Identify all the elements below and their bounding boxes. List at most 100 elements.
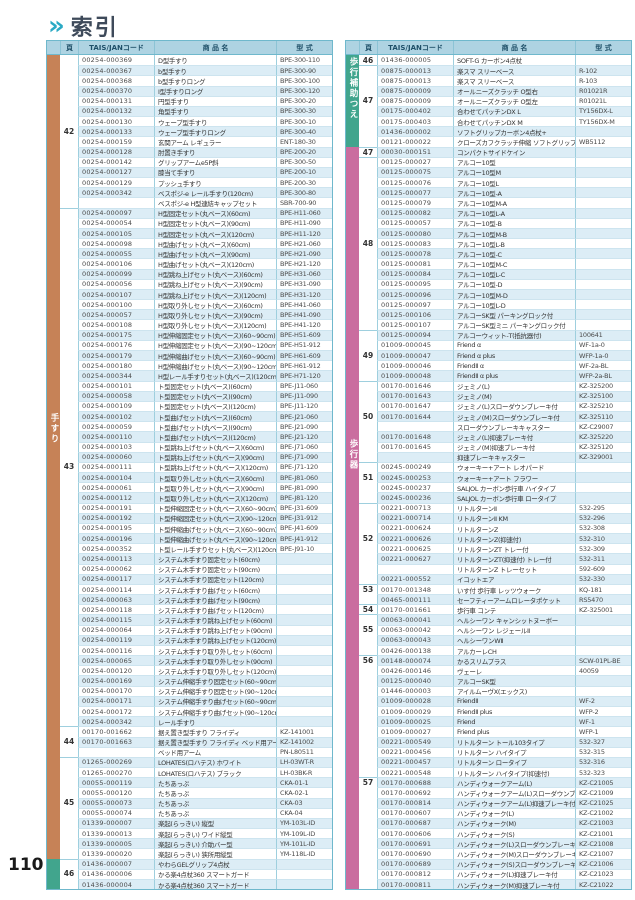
product-name-cell: H型取り外しセット(丸ベース)(90cm) [154,309,276,320]
product-name-cell: リトルターンⅡ [453,502,575,513]
code-cell: 00254-000097 [78,207,154,218]
table-row: 00170-000607 ハンディウォーク(L) KZ-C21002 [346,807,631,818]
code-cell: 00254-000127 [78,166,154,178]
code-cell: 00254-000370 [78,85,154,96]
section-bar-cell [346,553,359,564]
model-cell: BPE-300-30 [276,105,332,117]
section-bar-cell [47,238,60,249]
section-bar-cell [47,878,60,890]
page-cell [359,258,377,269]
page-cell [60,553,78,564]
product-name-cell: システム木手すり曲げセット(60cm) [154,583,276,595]
section-bar-cell [47,288,60,300]
table-row: 00221-000552 イコットエア 532-330 [346,573,631,584]
product-name-cell: ハンディウォーク(L) [453,807,575,818]
model-cell: KZ-C21022 [575,878,631,890]
product-name-cell: 合わせてパッチンDX M [453,116,575,127]
model-cell [575,634,631,645]
table-row: 00170-000690 ハンディウォーク(M)スローダウンブレーキ付 KZ-C21… [346,848,631,859]
product-name-cell: ト型跳ね上げセット(丸ベース)(120cm) [154,461,276,473]
table-row: 00125-000079 アルコー10型M-A [346,197,631,208]
model-cell: BPE-H51-912 [276,339,332,350]
section-label-hokoki: 歩行器 [348,439,358,471]
product-name-cell: H型跳ね上げセット(丸ベース)(90cm) [154,278,276,289]
table-row: 00254-000129 プッシュ手すり BPE-200-30 [47,177,332,188]
table-row: 00125-000095 アルコー10型-D [346,278,631,289]
section-bar-cell [47,644,60,656]
section-bar-cell [47,726,60,737]
model-cell: 532-330 [575,573,631,584]
model-cell: BPE-J71-090 [276,451,332,462]
product-name-cell: ト型跳ね上げセット(丸ベース)(90cm) [154,451,276,462]
product-name-cell: システム木手すり跳ね上げセット(90cm) [154,624,276,635]
table-row: 00125-000097 アルコー10型L-D [346,299,631,310]
table-row: 53 00170-001348 いす付 歩行車 レッツウォーク KQ-181 [346,583,631,595]
table-row: 00221-000457 リトルターン ロータイプ 532-316 [346,756,631,768]
product-name-cell: アルコー10型M-D [453,288,575,300]
product-name-cell: FriendⅡ α [453,360,575,371]
page-cell [60,65,78,76]
code-cell: 00221-000625 [377,543,453,554]
section-bar-cell [346,736,359,747]
model-cell [575,299,631,310]
page-cell [60,543,78,554]
section-bar-cell [346,85,359,96]
code-cell: 00170-001645 [377,441,453,452]
product-name-cell: アルコー10型M-A [453,197,575,208]
product-name-cell: 膝当て手すり [154,166,276,178]
table-row: 00465-000111 セーフティーアームロレータポケット RS5470 [346,594,631,605]
product-name-cell: ト型伸縮固定セット(丸ベース)(60~90cm) [154,502,276,513]
section-bar-cell [47,349,60,361]
code-cell: 00125-000077 [377,187,453,198]
code-cell: 00221-000457 [377,756,453,768]
product-name-cell: H型レール手すりセット(丸ベース)(120cm) [154,370,276,381]
table-row: 00221-000713 リトルターンⅡ 532-295 [346,502,631,513]
product-name-cell: FriendⅡ [453,695,575,706]
table-row: スローダウンブレーキキャスター KZ-C29007 [346,421,631,432]
table-row: 01009-000046 FriendⅡ α WF-2a-BL [346,360,631,371]
section-bar-cell [47,787,60,798]
model-cell: BPE-J41-912 [276,533,332,544]
product-name-cell: ハンディウォークアーム(L)抑速ブレーキ付 [453,797,575,808]
code-cell: 00125-000081 [377,258,453,269]
section-bar-cell [47,492,60,503]
model-cell: BPE-H31-090 [276,278,332,289]
page-cell [359,451,377,462]
page-cell [359,187,377,198]
table-row: 49 01009-000047 Friend α plus WFP-1a-0 [346,349,631,361]
section-bar-cell [346,797,359,808]
model-cell: BPE-H11-120 [276,227,332,239]
product-name-cell: アルコーウィット-T(抵抗器付) [453,329,575,340]
page-cell [359,339,377,350]
page-cell [60,156,78,167]
table-row: 00254-000171 システム伸縮手すり曲げセット(60~90cm) [47,695,332,706]
code-cell: 00170-001646 [377,380,453,391]
product-name-cell: システム伸縮手すり曲げセット(90~120cm) [154,706,276,717]
product-name-cell: 楽起(らっきい) ワイド縦型 [154,828,276,839]
model-cell: KZ-325210 [575,400,631,412]
section-bar-cell [47,116,60,127]
product-name-cell: ハンディウォーク(S) [453,828,575,839]
page-cell [60,207,78,218]
table-row: 00125-000081 アルコー10型M-C [346,258,631,269]
code-cell: 00254-000061 [78,482,154,493]
code-cell: 00055-000120 [78,787,154,798]
code-cell: 00055-000073 [78,797,154,808]
section-bar-cell [346,268,359,279]
page-cell [60,492,78,503]
section-bar-cell [346,868,359,879]
table-row: 50 00170-001644 ジェミノ(M)スローダウンブレーキ付 KZ-32511… [346,411,631,422]
table-row: 52 00221-000626 リトルターンZ(抑速付) 532-310 [346,533,631,544]
model-cell: KZ-325110 [575,411,631,422]
table-row: 00245-000237 SALJOL カーボン歩行車 ハイタイプ [346,482,631,493]
table-row: 00125-000057 アルコー10型-B [346,217,631,228]
table-row: 00254-000059 ト型曲げセット(丸ベース)(90cm) BPE-J21-0… [47,421,332,432]
section-bar-cell [47,777,60,788]
page-cell [60,848,78,859]
section-bar-cell [47,838,60,849]
section-bar-header [47,41,60,54]
product-name-cell: ベッド用アーム [154,746,276,757]
table-row: 00254-000169 システム伸縮手すり固定セット(60~90cm) [47,675,332,686]
section-bar-cell [346,522,359,534]
page-cell: 47 [359,95,377,106]
